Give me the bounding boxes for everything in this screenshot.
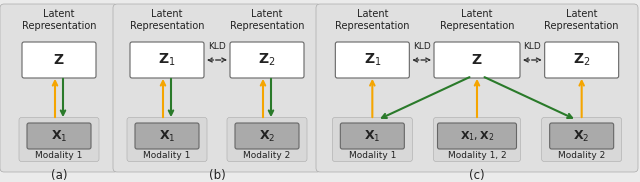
FancyBboxPatch shape bbox=[0, 4, 118, 172]
Text: $\mathbf{Z}_1$: $\mathbf{Z}_1$ bbox=[158, 52, 176, 68]
Text: Modality 2: Modality 2 bbox=[558, 151, 605, 159]
Text: Modality 1, 2: Modality 1, 2 bbox=[448, 151, 506, 159]
Text: $\mathbf{Z}_2$: $\mathbf{Z}_2$ bbox=[259, 52, 276, 68]
FancyBboxPatch shape bbox=[438, 123, 516, 149]
FancyBboxPatch shape bbox=[230, 42, 304, 78]
FancyBboxPatch shape bbox=[316, 4, 638, 172]
FancyBboxPatch shape bbox=[434, 42, 520, 78]
FancyBboxPatch shape bbox=[332, 118, 412, 161]
FancyBboxPatch shape bbox=[130, 42, 204, 78]
Text: KLD: KLD bbox=[208, 41, 226, 50]
FancyBboxPatch shape bbox=[127, 118, 207, 161]
FancyBboxPatch shape bbox=[22, 42, 96, 78]
FancyBboxPatch shape bbox=[335, 42, 410, 78]
FancyBboxPatch shape bbox=[27, 123, 91, 149]
Text: $\mathbf{X}_1$: $\mathbf{X}_1$ bbox=[159, 128, 175, 144]
Text: $\mathbf{X}_1$: $\mathbf{X}_1$ bbox=[364, 128, 381, 144]
Text: $\mathbf{Z}_2$: $\mathbf{Z}_2$ bbox=[573, 52, 590, 68]
FancyBboxPatch shape bbox=[135, 123, 199, 149]
Text: $\mathbf{X}_2$: $\mathbf{X}_2$ bbox=[259, 128, 275, 144]
Text: Latent
Representation: Latent Representation bbox=[130, 9, 204, 31]
Text: $\mathbf{X}_1, \mathbf{X}_2$: $\mathbf{X}_1, \mathbf{X}_2$ bbox=[460, 129, 494, 143]
FancyBboxPatch shape bbox=[433, 118, 520, 161]
Text: $\mathbf{X}_1$: $\mathbf{X}_1$ bbox=[51, 128, 67, 144]
Text: Latent
Representation: Latent Representation bbox=[545, 9, 619, 31]
Text: Latent
Representation: Latent Representation bbox=[22, 9, 96, 31]
Text: (c): (c) bbox=[469, 169, 485, 181]
Text: (b): (b) bbox=[209, 169, 225, 181]
Text: Modality 1: Modality 1 bbox=[143, 151, 191, 159]
Text: $\mathbf{X}_2$: $\mathbf{X}_2$ bbox=[573, 128, 590, 144]
Text: $\mathbf{Z}$: $\mathbf{Z}$ bbox=[53, 53, 65, 67]
FancyBboxPatch shape bbox=[235, 123, 299, 149]
Text: Latent
Representation: Latent Representation bbox=[335, 9, 410, 31]
Text: $\mathbf{Z}$: $\mathbf{Z}$ bbox=[471, 53, 483, 67]
Text: Latent
Representation: Latent Representation bbox=[230, 9, 304, 31]
Text: (a): (a) bbox=[51, 169, 67, 181]
FancyBboxPatch shape bbox=[550, 123, 614, 149]
Text: Modality 2: Modality 2 bbox=[243, 151, 291, 159]
Text: KLD: KLD bbox=[413, 41, 431, 50]
FancyBboxPatch shape bbox=[113, 4, 321, 172]
Text: Modality 1: Modality 1 bbox=[35, 151, 83, 159]
FancyBboxPatch shape bbox=[340, 123, 404, 149]
Text: $\mathbf{Z}_1$: $\mathbf{Z}_1$ bbox=[364, 52, 381, 68]
FancyBboxPatch shape bbox=[545, 42, 619, 78]
Text: Modality 1: Modality 1 bbox=[349, 151, 396, 159]
FancyBboxPatch shape bbox=[541, 118, 621, 161]
Text: KLD: KLD bbox=[524, 41, 541, 50]
Text: Latent
Representation: Latent Representation bbox=[440, 9, 515, 31]
FancyBboxPatch shape bbox=[227, 118, 307, 161]
FancyBboxPatch shape bbox=[19, 118, 99, 161]
